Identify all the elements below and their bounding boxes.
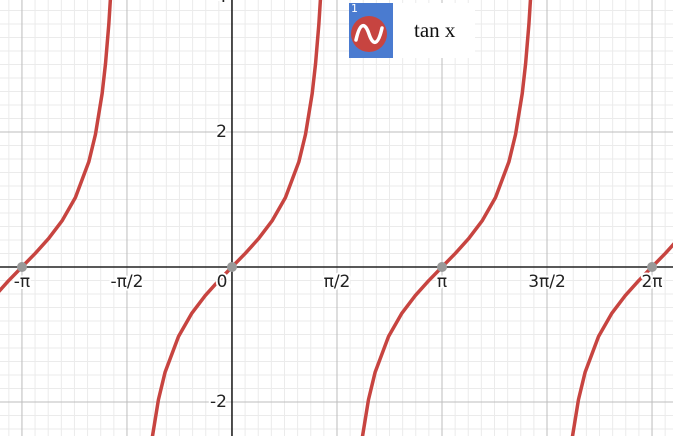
intercept-point[interactable] xyxy=(16,261,27,272)
x-tick-label: π xyxy=(437,272,447,292)
y-tick-label: 4 xyxy=(216,0,227,7)
labels: -π -π/2 0 π/2 π 3π/2 2π -2 2 4 xyxy=(12,0,665,414)
expression-card: 1 tan x xyxy=(349,2,475,58)
x-tick-label: 2π xyxy=(641,272,662,292)
y-tick-label: -2 xyxy=(210,392,227,412)
intercept-point[interactable] xyxy=(436,261,447,272)
expression-text[interactable]: tan x xyxy=(414,18,456,42)
intercept-point[interactable] xyxy=(226,261,237,272)
intercept-point[interactable] xyxy=(647,261,658,272)
x-tick-label: 0 xyxy=(217,272,228,292)
x-tick-label: -π/2 xyxy=(111,272,144,292)
x-tick-label: 3π/2 xyxy=(528,272,566,292)
expression-index: 1 xyxy=(351,2,358,15)
y-tick-label: 2 xyxy=(216,122,227,142)
x-tick-label: -π xyxy=(14,272,30,292)
expression-box xyxy=(393,3,475,58)
x-tick-label: π/2 xyxy=(324,272,351,292)
icon-wave xyxy=(354,24,384,44)
